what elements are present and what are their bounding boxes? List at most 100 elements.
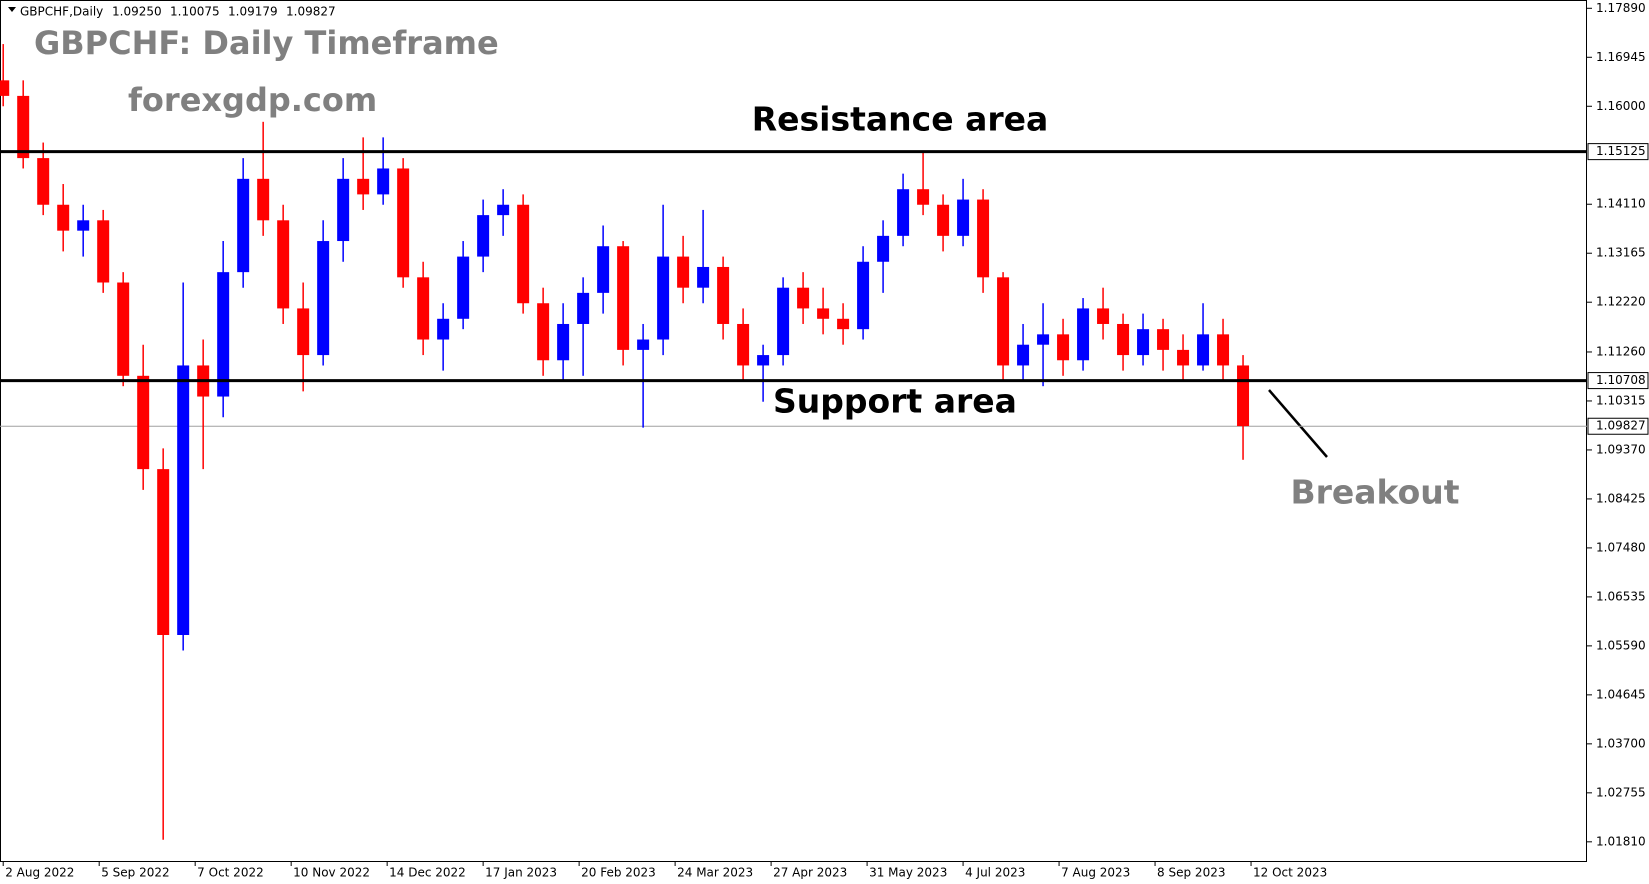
- level-label-box: [1587, 372, 1649, 390]
- y-tick-label: 1.17890: [1596, 1, 1646, 15]
- y-tick-label: 1.04645: [1596, 687, 1646, 701]
- candle-body: [797, 287, 810, 309]
- y-tick-label: 1.16945: [1596, 50, 1646, 64]
- candle-body: [257, 178, 270, 221]
- current-price-box: [1587, 417, 1649, 435]
- candle-body: [177, 365, 190, 635]
- candle-body: [1177, 349, 1190, 366]
- plot-frame: [0, 0, 1587, 862]
- level-label: 1.10708: [1596, 373, 1646, 387]
- candle-body: [317, 241, 330, 356]
- candle-body: [997, 277, 1010, 366]
- x-tick-label: 31 May 2023: [869, 866, 947, 880]
- annotation: Support area: [773, 382, 1017, 421]
- candle-body: [657, 256, 670, 340]
- y-tick-label: 1.14110: [1596, 197, 1646, 211]
- candle-body: [457, 256, 470, 319]
- candle-body: [897, 189, 910, 236]
- y-tick-label: 1.03700: [1596, 736, 1646, 750]
- candle-body: [17, 95, 30, 159]
- candle-body: [437, 318, 450, 340]
- y-tick-label: 1.16000: [1596, 99, 1646, 113]
- candle-body: [397, 168, 410, 278]
- y-tick-label: 1.09370: [1596, 442, 1646, 456]
- x-tick-label: 14 Dec 2022: [389, 866, 466, 880]
- candle-body: [877, 235, 890, 262]
- candle-body: [517, 204, 530, 304]
- candle-body: [677, 256, 690, 288]
- y-tick-label: 1.07480: [1596, 540, 1646, 554]
- candle-body: [297, 308, 310, 356]
- x-tick-label: 27 Apr 2023: [773, 866, 847, 880]
- candle-body: [377, 168, 390, 195]
- candle-body: [137, 375, 150, 470]
- candle-body: [637, 339, 650, 350]
- candle-body: [157, 469, 170, 635]
- y-tick-label: 1.11260: [1596, 344, 1646, 358]
- candle-body: [1237, 365, 1250, 427]
- candle-body: [617, 246, 630, 350]
- candle-body: [937, 204, 950, 236]
- y-tick-label: 1.06535: [1596, 589, 1646, 603]
- header-ohlc: 1.09827: [286, 5, 336, 19]
- y-tick-label: 1.01810: [1596, 834, 1646, 848]
- candle-body: [837, 318, 850, 330]
- annotation: Resistance area: [752, 100, 1049, 139]
- candle-body: [717, 266, 730, 324]
- x-tick-label: 20 Feb 2023: [581, 866, 656, 880]
- candle-body: [57, 204, 70, 231]
- candle-body: [757, 355, 770, 366]
- y-tick-label: 1.13165: [1596, 246, 1646, 260]
- x-tick-label: 17 Jan 2023: [485, 866, 557, 880]
- candle-body: [557, 323, 570, 361]
- y-tick-label: 1.02755: [1596, 785, 1646, 799]
- candle-body: [1017, 344, 1030, 366]
- candle-body: [497, 204, 510, 216]
- candle-body: [857, 261, 870, 330]
- x-tick-label: 12 Oct 2023: [1253, 866, 1327, 880]
- level-label: 1.15125: [1596, 144, 1646, 158]
- candle-body: [977, 199, 990, 278]
- candle-body: [0, 80, 10, 96]
- header-ohlc: 1.09179: [228, 5, 278, 19]
- symbol-label: GBPCHF,Daily: [20, 5, 103, 19]
- header-ohlc: 1.10075: [170, 5, 220, 19]
- candle-body: [957, 199, 970, 236]
- candle-body: [277, 220, 290, 309]
- current-price-label: 1.09827: [1596, 419, 1646, 433]
- x-tick-label: 7 Aug 2023: [1061, 866, 1130, 880]
- candle-body: [77, 220, 90, 231]
- candle-body: [237, 178, 250, 273]
- x-tick-label: 24 Mar 2023: [677, 866, 753, 880]
- candle-body: [1137, 329, 1150, 356]
- x-tick-label: 2 Aug 2022: [5, 866, 74, 880]
- candle-body: [697, 266, 710, 288]
- candle-body: [597, 246, 610, 293]
- candle-body: [1157, 329, 1170, 350]
- level-label-box: [1587, 143, 1649, 161]
- candle-body: [477, 215, 490, 257]
- candle-body: [1117, 323, 1130, 356]
- x-tick-label: 5 Sep 2022: [101, 866, 169, 880]
- y-tick-label: 1.08425: [1596, 491, 1646, 505]
- candle-body: [337, 178, 350, 242]
- candle-body: [1097, 308, 1110, 324]
- candle-body: [737, 323, 750, 366]
- candle-body: [1217, 334, 1230, 366]
- candle-body: [357, 178, 370, 195]
- x-tick-label: 8 Sep 2023: [1157, 866, 1225, 880]
- annotation: Breakout: [1290, 473, 1459, 512]
- candle-body: [217, 272, 230, 397]
- x-tick-label: 10 Nov 2022: [293, 866, 370, 880]
- candle-body: [37, 158, 50, 205]
- y-tick-label: 1.10315: [1596, 393, 1646, 407]
- candle-body: [97, 220, 110, 283]
- candle-body: [537, 303, 550, 361]
- candle-body: [1197, 334, 1210, 366]
- x-tick-label: 7 Oct 2022: [197, 866, 264, 880]
- y-tick-label: 1.12220: [1596, 295, 1646, 309]
- header-ohlc: 1.09250: [112, 5, 162, 19]
- candle-body: [1057, 334, 1070, 361]
- candle-body: [417, 277, 430, 340]
